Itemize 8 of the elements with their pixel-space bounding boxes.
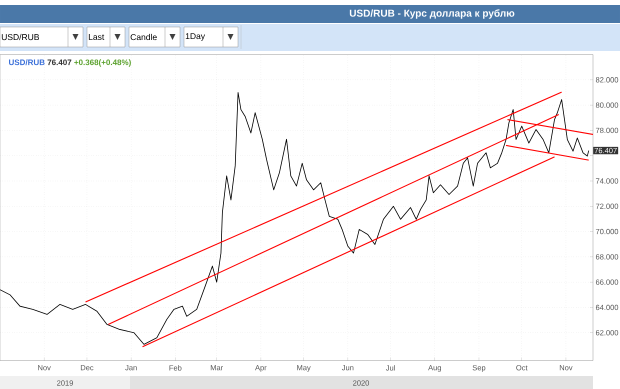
annotation: +0.368(+0.48%) (74, 59, 131, 67)
text: USD/RUB (2, 34, 40, 40)
annotation: USD/RUB (9, 59, 45, 66)
chart-title: USD/RUB - Курс доллара к рублю (350, 9, 514, 19)
text: Last (88, 34, 104, 40)
annotation: 76.407 (48, 59, 72, 66)
text: 1Day (186, 33, 206, 41)
text: Candle (130, 34, 157, 40)
